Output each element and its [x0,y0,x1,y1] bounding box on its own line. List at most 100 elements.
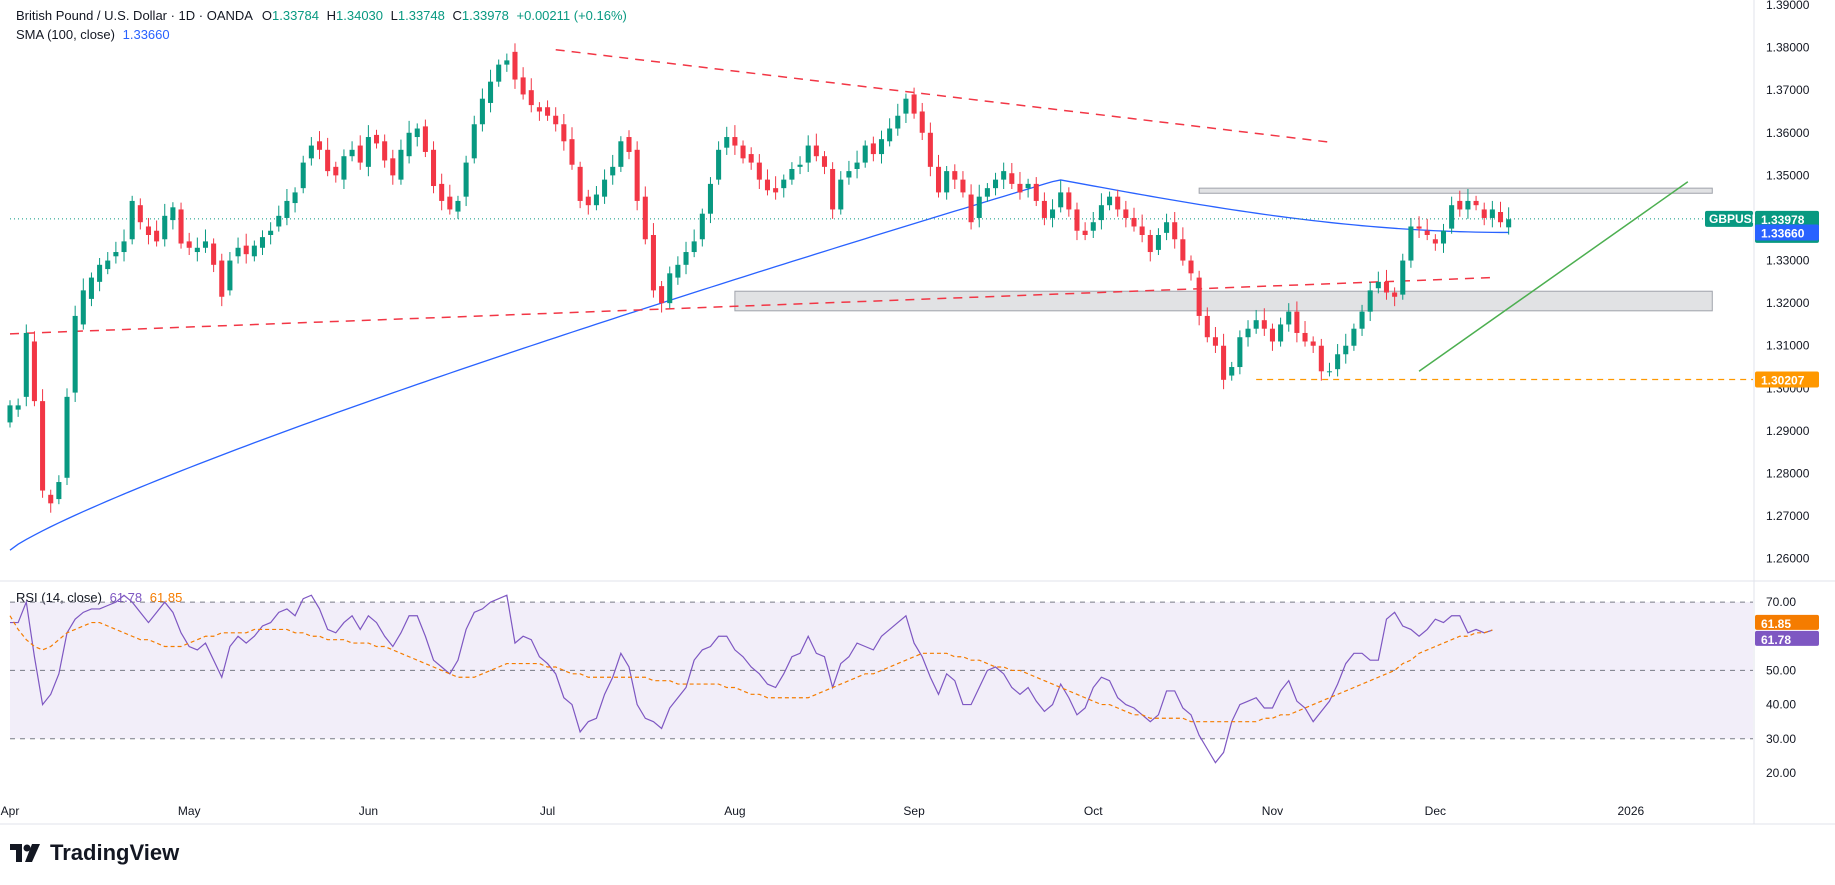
candle-body [1351,328,1357,346]
candle-body [1115,196,1121,210]
price-axis-tick: 1.32000 [1766,296,1810,310]
candle-body [838,179,844,210]
candle-body [1196,277,1202,316]
candle-body [1123,209,1129,218]
candle-body [439,183,445,201]
candle-body [789,168,795,180]
candle-body [251,245,257,257]
candle-body [211,243,217,265]
candle-body [349,149,355,157]
candle-body [1090,222,1096,231]
candle-body [1025,183,1031,189]
candle-body [585,196,591,206]
candle-body [545,107,551,116]
candle-body [960,179,966,193]
candle-body [1424,230,1430,235]
candle-body [129,200,135,240]
sma-price-tag-bg [1755,224,1819,241]
candle-body [602,179,608,197]
candle-body [1489,209,1495,218]
candle-body [31,341,37,402]
candle-body [23,332,29,397]
rsi-tag-bg [1755,630,1819,646]
symbol-description[interactable]: British Pound / U.S. Dollar · 1D · OANDA [16,8,253,23]
candle-body [194,247,200,253]
sma-legend[interactable]: SMA (100, close) 1.33660 [16,26,170,44]
candle-body [1221,345,1227,380]
rsi-tag: 61.78 [1755,630,1819,647]
sma-legend-label: SMA (100, close) [16,27,115,42]
candle-body [1286,311,1292,325]
candle-body [121,241,127,253]
candle-body [634,149,640,201]
chart-canvas[interactable]: 1.39000 1.38000 1.37000 1.36000 1.35000 1.340… [0,0,1835,830]
candle-body [699,213,705,240]
candle-body [7,405,13,423]
low-value: 1.33748 [397,8,445,23]
candle-body [422,126,428,152]
candle-body [316,141,323,150]
candle-body [382,141,388,161]
candle-body [659,286,665,304]
candle-body [471,124,477,159]
candle-body [1001,171,1007,180]
candle-body [1400,260,1406,295]
candle-body [414,128,420,138]
candle-body [1098,205,1104,221]
candle-body [243,245,249,255]
price-axis-tick: 1.35000 [1766,168,1810,182]
time-axis-tick: Jun [359,804,378,818]
candle-body [1131,217,1137,227]
rsi-tag-text: 61.78 [1761,633,1791,647]
candle-body [202,241,209,248]
candle-body [805,145,811,163]
candle-body [1375,281,1381,289]
tradingview-brand[interactable]: TradingView [10,840,179,866]
time-axis-tick: Sep [903,804,925,818]
candle-body [1343,345,1349,355]
candle-body [1335,354,1341,370]
candle-body [944,171,950,193]
candle-body [145,226,151,235]
candle-body [105,260,111,270]
candle-body [976,196,982,218]
rsi-ma-line [9,615,1493,723]
rsi-ma-tag-text: 61.85 [1761,617,1791,631]
candle-body [724,137,730,148]
candle-body [1212,337,1218,346]
candle-body [911,94,917,114]
candle-body [935,166,942,193]
candle-body [390,158,396,176]
candle-body [325,149,331,172]
close-label: C [452,8,462,23]
candle-body [1432,239,1438,244]
candle-body [1033,183,1039,201]
header-legend[interactable]: British Pound / U.S. Dollar · 1D · OANDA… [16,7,627,25]
candle-body [1359,311,1365,329]
time-axis-tick: Aug [724,804,745,818]
candle-body [292,192,298,204]
time-axis-tick: 2026 [1617,804,1644,818]
symbol-tag-text: GBPUSD [1709,212,1761,226]
candle-body [569,139,575,165]
candle-body [219,260,225,297]
candle-body [1066,192,1072,210]
candle-body [1506,219,1512,228]
sma-line [9,179,1509,551]
candle-body [740,145,746,159]
candle-body [398,149,404,180]
candle-body [952,171,958,180]
candle-body [308,145,314,159]
candle-body [1392,292,1398,297]
candle-body [993,179,999,189]
candle-body [1204,315,1210,338]
candle-body [178,209,184,244]
candle-body [870,143,876,155]
price-axis-tick: 1.29000 [1766,424,1810,438]
candle-body [748,154,754,163]
time-axis-tick: Apr [1,804,20,818]
candle-body [773,188,779,193]
price-axis-tick: 1.38000 [1766,41,1810,55]
candle-body [80,290,86,325]
support-price-tag-text: 1.30207 [1761,374,1805,388]
